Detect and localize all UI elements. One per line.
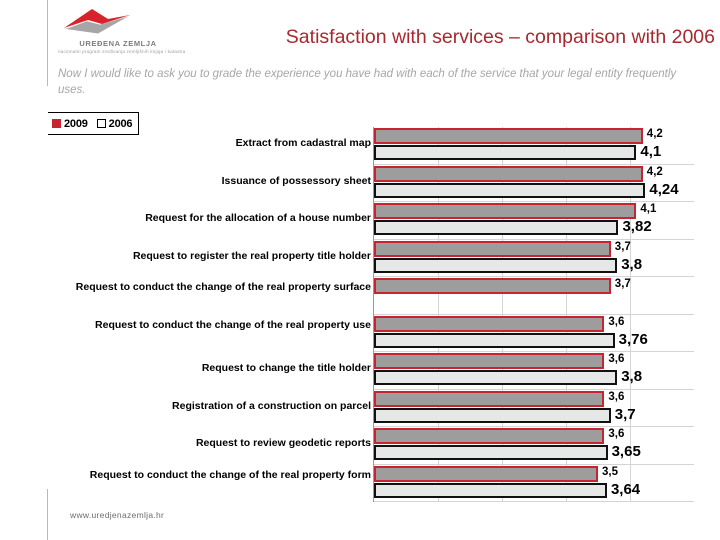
bar-value-2009: 3,6 <box>608 315 625 328</box>
legend-swatch-2009 <box>52 119 61 128</box>
logo: UREĐENA ZEMLJA nacionalni program sređiv… <box>58 6 186 60</box>
bar-chart: Extract from cadastral map 4,2 4,1 Issuance… <box>76 127 694 503</box>
chart-gridline <box>502 127 503 502</box>
chart-category-row: Registration of a construction on parcel… <box>172 390 694 428</box>
chart-category-label: Request to register the real property ti… <box>132 249 371 262</box>
chart-value-axis <box>373 127 374 502</box>
bar-2006 <box>374 257 618 273</box>
bar-value-2006: 3,64 <box>610 480 641 498</box>
bar-value-2006: 3,7 <box>614 405 636 423</box>
bar-2009 <box>374 353 605 369</box>
chart-category-row: Issuance of possessory sheet 4,2 4,24 <box>222 165 694 203</box>
bar-value-2009: 4,2 <box>646 128 663 140</box>
bar-2009 <box>374 465 598 482</box>
chart-category-label: Registration of a construction on parcel <box>172 399 371 412</box>
chart-rowline <box>374 501 694 502</box>
bar-value-2009: 3,7 <box>614 278 631 290</box>
logo-tagline: nacionalni program sređivanja zemljišnih… <box>58 49 186 54</box>
bar-2009 <box>374 203 637 219</box>
bar-2006 <box>374 407 611 423</box>
chart-category-label: Request for the allocation of a house nu… <box>145 212 371 224</box>
bar-2006 <box>374 220 619 235</box>
bar-value-2009: 3,7 <box>614 240 631 253</box>
bar-2006 <box>374 370 618 385</box>
logo-name: UREĐENA ZEMLJA <box>79 39 157 48</box>
chart-category-row: Request to conduct the change of the rea… <box>95 315 694 353</box>
chart-rowline <box>374 351 694 352</box>
chart-category-row: Extract from cadastral map 4,2 4,1 <box>236 127 694 165</box>
chart-gridline <box>566 127 567 502</box>
bar-2009 <box>374 315 605 332</box>
legend-label-2009: 2009 <box>64 117 88 130</box>
chart-gridline <box>630 127 631 502</box>
chart-rowline <box>374 238 694 240</box>
page-title: Satisfaction with services – comparison … <box>285 26 715 48</box>
bar-2006 <box>374 482 607 498</box>
bar-value-2009: 3,5 <box>602 465 618 478</box>
chart-category-row: Request to conduct the change of the rea… <box>76 277 694 315</box>
uredjena-zemlja-logo-icon <box>64 9 130 34</box>
chart-rowline <box>374 388 694 390</box>
chart-category-row: Request to review geodetic reports 3,6 3,6… <box>196 427 694 465</box>
legend-label-2006: 2006 <box>108 117 133 130</box>
bar-2009 <box>374 278 611 294</box>
bar-value-2009: 3,6 <box>608 428 625 440</box>
bar-2006 <box>374 445 608 460</box>
chart-rowline <box>374 426 694 427</box>
chart-rowline <box>374 163 694 165</box>
chart-category-label: Extract from cadastral map <box>235 137 371 149</box>
chart-category-label: Request to conduct the change of the rea… <box>89 468 371 481</box>
chart-gridline <box>438 127 439 502</box>
bar-2006 <box>374 182 646 198</box>
bar-2009 <box>374 128 643 144</box>
footer-url: www.uredjenazemlja.hr <box>70 510 165 520</box>
bar-2009 <box>374 240 611 257</box>
bar-value-2006: 3,82 <box>622 218 652 235</box>
bar-2006 <box>374 145 637 160</box>
bar-value-2009: 3,6 <box>608 390 625 403</box>
bar-value-2006: 3,8 <box>621 368 643 385</box>
bar-value-2009: 4,1 <box>640 203 657 215</box>
chart-category-label: Request to change the title holder <box>201 362 371 374</box>
bar-2009 <box>374 428 605 444</box>
bar-value-2009: 4,2 <box>646 165 663 178</box>
bar-2006 <box>374 332 615 348</box>
chart-category-row: Request for the allocation of a house nu… <box>145 202 694 240</box>
question-text: Now I would like to ask you to grade the… <box>58 68 677 96</box>
chart-category-row: Request to conduct the change of the rea… <box>90 465 694 503</box>
bar-value-2006: 3,65 <box>611 443 641 460</box>
chart-rowline <box>374 313 694 315</box>
bar-value-2006: 3,76 <box>618 330 648 348</box>
bar-2009 <box>374 390 605 407</box>
chart-category-label: Issuance of possessory sheet <box>221 174 371 187</box>
bar-value-2006: 4,1 <box>640 143 662 160</box>
chart-rowline <box>374 201 694 202</box>
chart-category-label: Request to conduct the change of the rea… <box>75 281 371 293</box>
legend-item-2009: 2009 <box>52 118 88 130</box>
bar-value-2006: 3,8 <box>621 255 643 273</box>
legend-swatch-2006 <box>96 119 106 128</box>
chart-rowline <box>374 463 694 465</box>
bar-value-2006: 4,24 <box>649 180 679 198</box>
left-margin-rule-top <box>47 0 48 86</box>
chart-category-row: Request to change the title holder 3,6 3,8 <box>202 352 694 390</box>
chart-legend: 2009 2006 <box>48 112 140 135</box>
left-margin-rule-bottom <box>47 489 48 540</box>
bar-value-2009: 3,6 <box>608 353 625 365</box>
bar-2009 <box>374 165 643 182</box>
chart-category-label: Request to review geodetic reports <box>195 437 371 449</box>
legend-item-2006: 2006 <box>96 117 133 130</box>
chart-rowline <box>374 276 694 277</box>
chart-category-label: Request to conduct the change of the rea… <box>95 318 371 331</box>
chart-category-row: Request to register the real property ti… <box>133 240 694 278</box>
